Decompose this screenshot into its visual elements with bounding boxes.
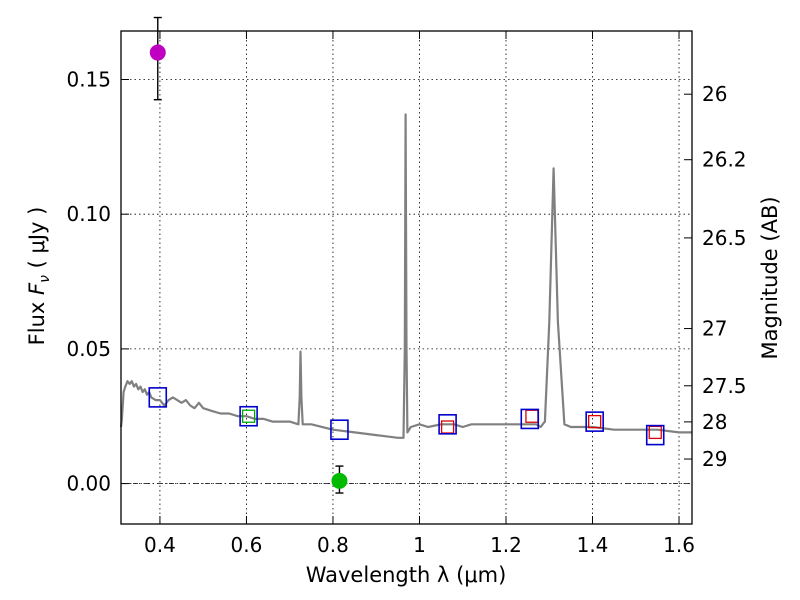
mag-tick-label: 26.5 bbox=[702, 226, 747, 250]
y-axis-title-symbol: F bbox=[25, 282, 49, 295]
mag-tick-label: 27.5 bbox=[702, 374, 747, 398]
mag-tick-label: 28 bbox=[702, 410, 727, 434]
x-axis-title: Wavelength λ (μm) bbox=[306, 563, 507, 587]
mag-tick-label: 29 bbox=[702, 447, 727, 471]
observed-point bbox=[331, 472, 348, 489]
y-tick-label: 0.15 bbox=[66, 67, 111, 91]
x-tick-label: 1 bbox=[413, 533, 426, 557]
y-tick-label: 0.05 bbox=[66, 337, 111, 361]
model-blue-square bbox=[645, 424, 665, 446]
model-blue-square bbox=[438, 414, 457, 435]
plot-frame bbox=[120, 30, 693, 525]
right-axis-title: Magnitude (AB) bbox=[758, 196, 782, 359]
x-tick-label: 0.4 bbox=[144, 533, 176, 557]
x-tick-label: 1.4 bbox=[577, 533, 609, 557]
mag-tick-label: 26.2 bbox=[702, 148, 747, 172]
x-tick-label: 0.6 bbox=[231, 533, 263, 557]
data-series bbox=[119, 16, 692, 494]
model-blue-square bbox=[330, 419, 349, 441]
x-tick-label: 1.6 bbox=[663, 533, 695, 557]
model-blue-square bbox=[239, 405, 258, 427]
y-axis-title-subscript: ν bbox=[37, 275, 53, 283]
x-tick-label: 0.8 bbox=[317, 533, 349, 557]
observed-point bbox=[149, 44, 166, 61]
grid-lines bbox=[121, 31, 692, 524]
observed-green-square bbox=[241, 409, 256, 423]
axes: 0.4 0.6 0.8 1 1.2 1.4 1.6 0.00 0.05 0.10 0.15 26 26.… bbox=[66, 31, 747, 557]
mag-tick-label: 27 bbox=[702, 317, 727, 341]
y-tick-label: 0.00 bbox=[66, 472, 111, 496]
observed-red-square bbox=[440, 420, 455, 434]
y-axis-title-prefix: Flux bbox=[25, 295, 49, 345]
observed-red-square bbox=[588, 414, 602, 429]
model-blue-square bbox=[585, 411, 604, 432]
y-axis-title-suffix: ( μJy ) bbox=[25, 207, 49, 275]
model-blue-square bbox=[148, 387, 168, 408]
x-tick-label: 1.2 bbox=[490, 533, 522, 557]
mag-tick-label: 26 bbox=[702, 82, 727, 106]
y-tick-label: 0.10 bbox=[66, 202, 111, 226]
observed-red-square bbox=[648, 425, 662, 440]
spectrum-line bbox=[119, 113, 692, 439]
y-axis-title: Flux Fν ( μJy ) bbox=[25, 207, 53, 346]
model-blue-square bbox=[520, 408, 540, 430]
